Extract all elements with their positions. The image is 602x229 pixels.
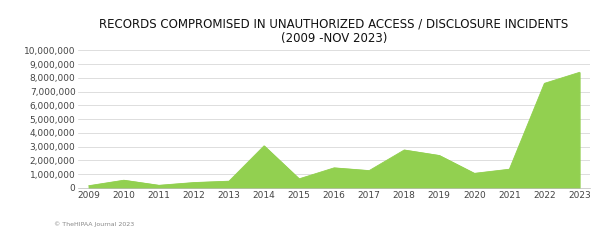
Text: © TheHIPAA Journal 2023: © TheHIPAA Journal 2023: [54, 221, 134, 227]
Title: RECORDS COMPROMISED IN UNAUTHORIZED ACCESS / DISCLOSURE INCIDENTS
(2009 -NOV 202: RECORDS COMPROMISED IN UNAUTHORIZED ACCE…: [99, 17, 569, 45]
